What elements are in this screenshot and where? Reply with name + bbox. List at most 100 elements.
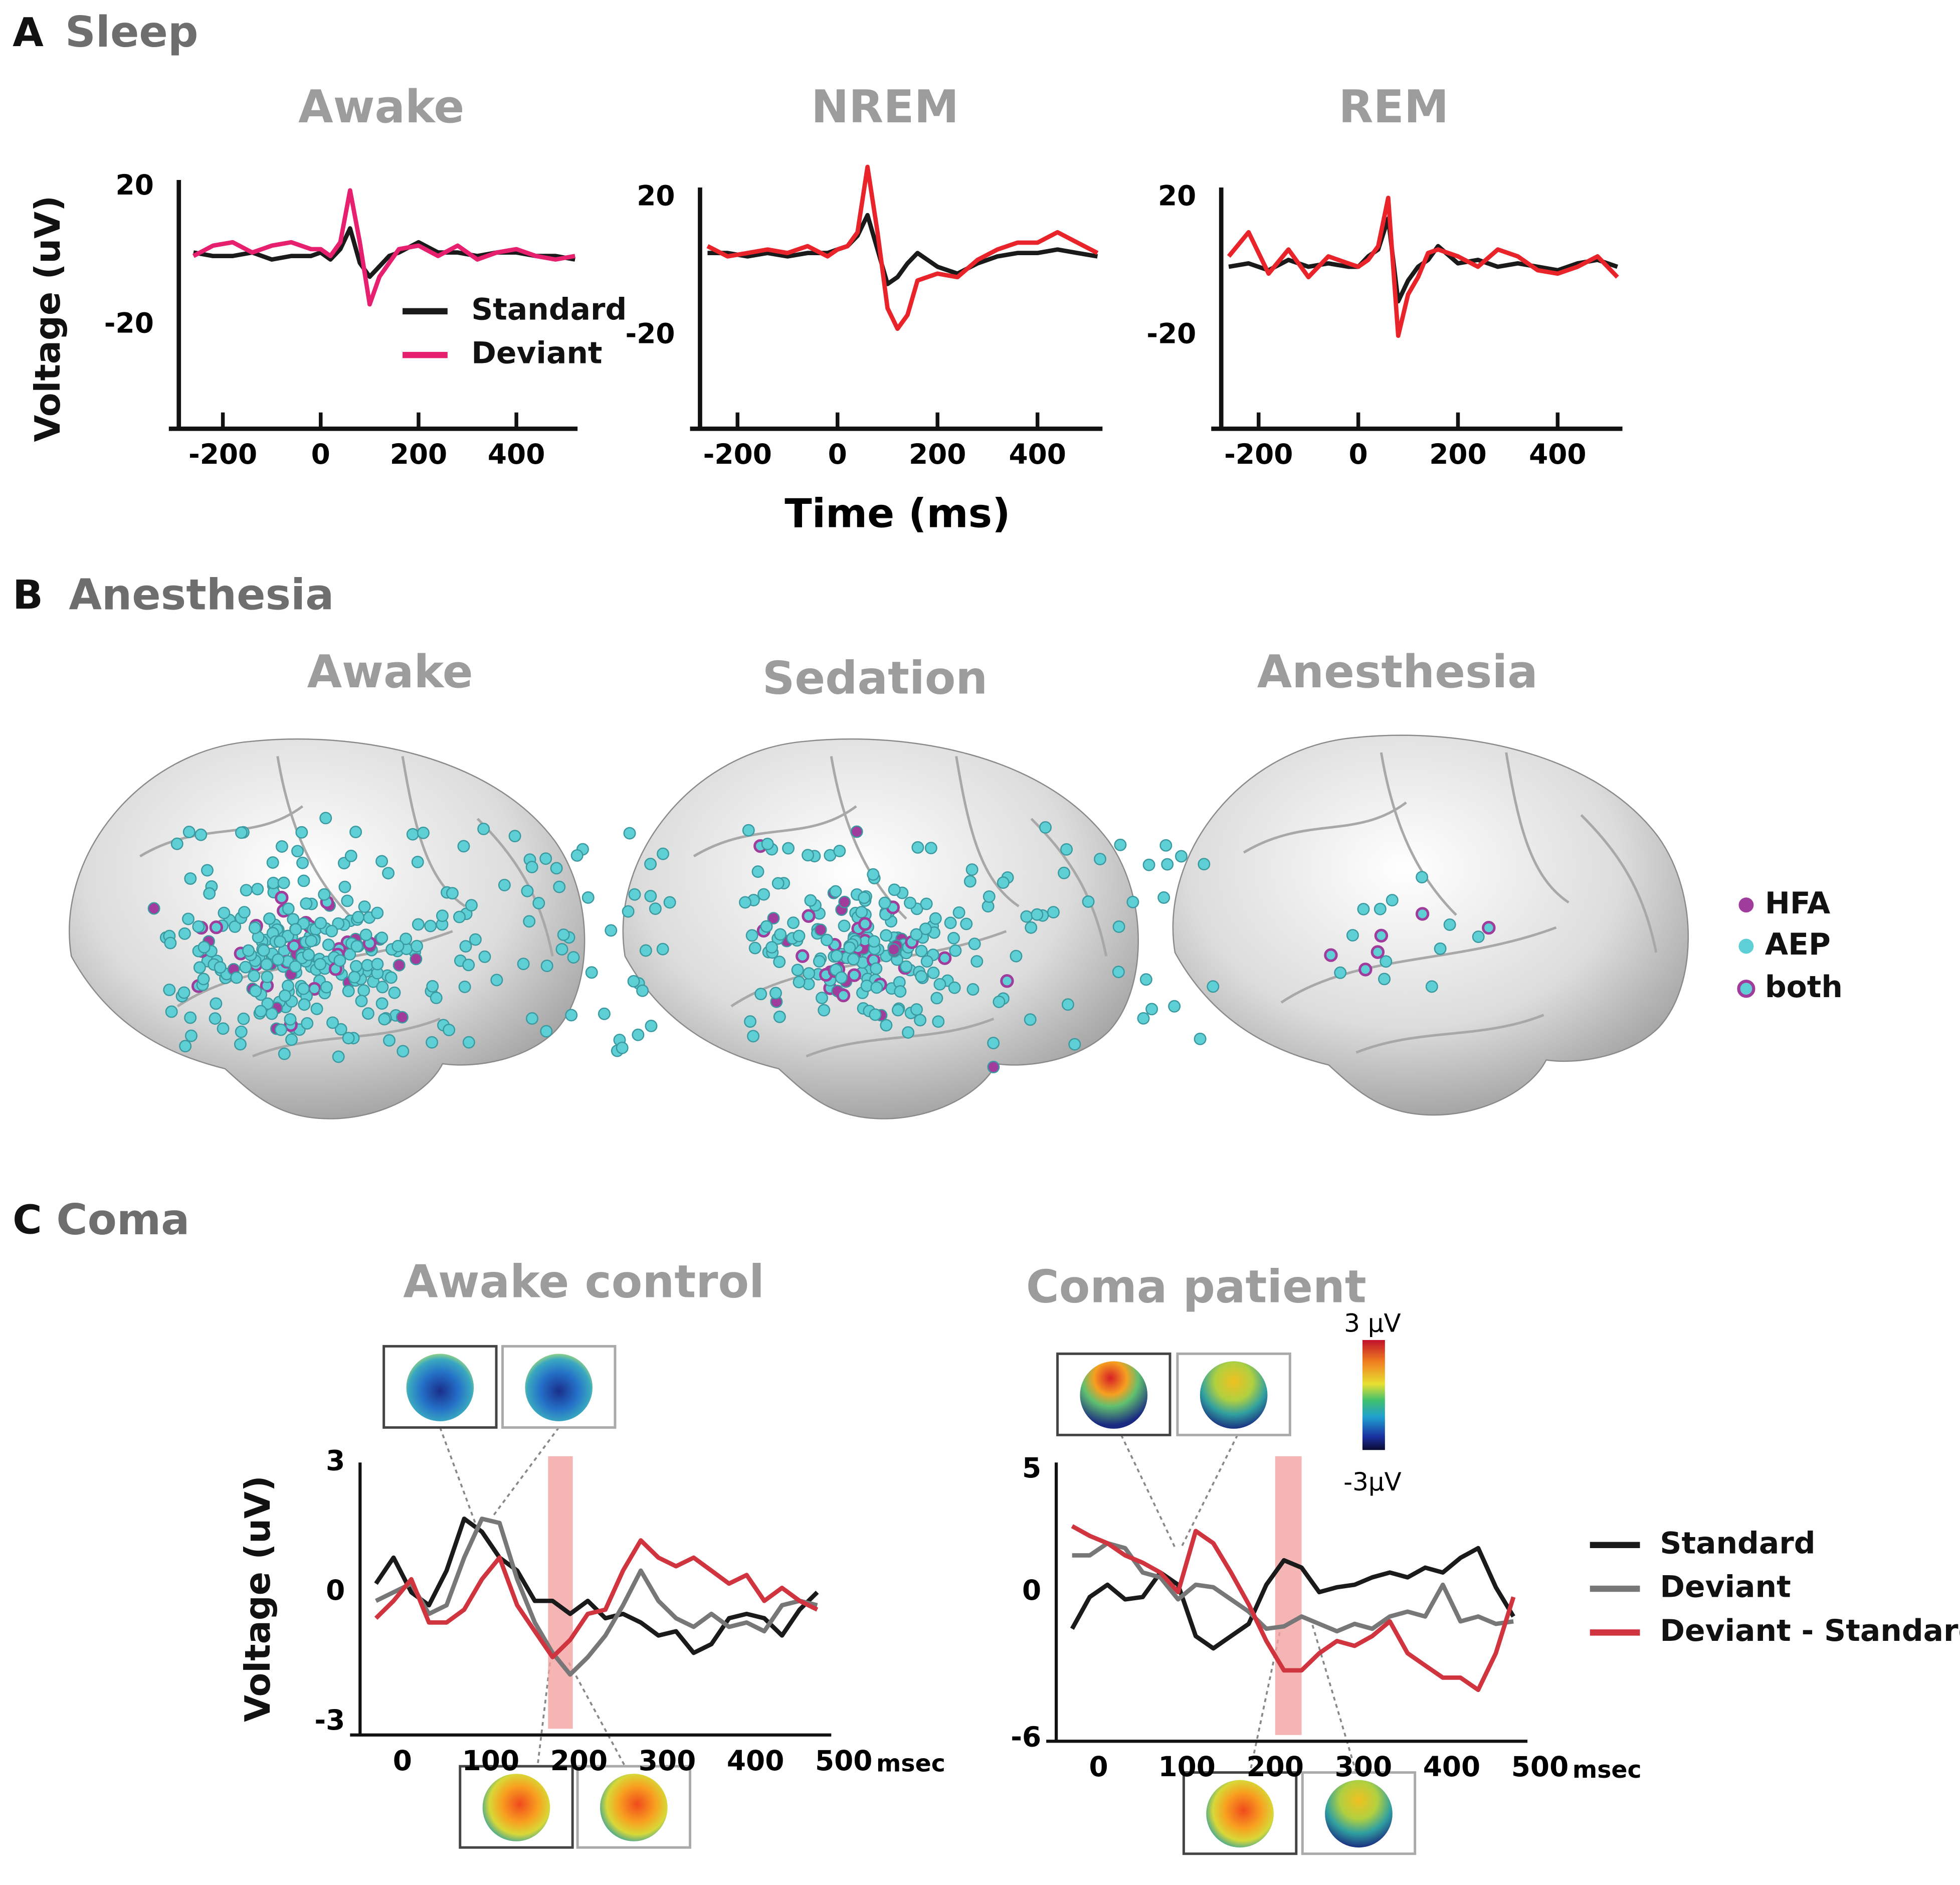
electrode [182, 912, 194, 925]
electrode [193, 961, 206, 974]
electrode [1374, 902, 1387, 915]
x-tick-label: 400 [727, 1745, 784, 1777]
electrode [477, 822, 490, 835]
electrode [240, 884, 253, 897]
electrode [1058, 866, 1071, 879]
electrode [254, 1005, 267, 1018]
electrode [1386, 894, 1399, 907]
x-axis-label: Time (ms) [785, 490, 1010, 537]
electrode [927, 967, 940, 979]
legend-label: Standard [471, 292, 627, 327]
electrode [1114, 838, 1127, 851]
electrode [813, 955, 826, 968]
x-tick-label: 0 [828, 438, 847, 470]
electrode [289, 923, 302, 936]
electrode [192, 920, 205, 933]
electrode [947, 931, 960, 945]
electrode [952, 906, 965, 919]
electrode [1061, 998, 1074, 1011]
electrode [310, 1002, 323, 1015]
electrode [235, 1025, 248, 1038]
electrode [987, 1060, 1000, 1073]
electrode [165, 1005, 178, 1018]
chart: Awake -200 0 200 400 -20 20 Standard Deviant [104, 81, 627, 470]
electrode [297, 982, 310, 995]
electrode [657, 847, 670, 860]
legend-label: AEP [1765, 927, 1831, 962]
electrode [553, 880, 566, 893]
electrode [411, 939, 423, 953]
y-tick-label: -20 [1146, 318, 1196, 350]
x-tick-label: 300 [1335, 1751, 1392, 1783]
panel-title: Anesthesia [69, 570, 334, 619]
electrode [1082, 895, 1095, 908]
series-line [375, 1517, 818, 1677]
electrode [526, 1012, 538, 1025]
electrode [261, 971, 274, 984]
electrode [1443, 918, 1456, 931]
electrode [814, 923, 827, 936]
electrode [968, 937, 981, 951]
electrode [334, 1023, 347, 1036]
charts: Awake-200 0 200 400-2020StandardDeviantNREM… [104, 81, 1960, 1784]
electrode [803, 967, 816, 980]
electrode [960, 917, 973, 930]
chart-title: Awake control [403, 1256, 764, 1308]
electrode [184, 1029, 198, 1042]
electrode [892, 1004, 904, 1017]
electrode [1139, 973, 1152, 986]
electrode [920, 897, 933, 910]
electrode [338, 880, 351, 893]
x-tick-label: 200 [1429, 438, 1486, 470]
electrode [217, 1022, 230, 1035]
y-tick-label: 3 [326, 1444, 345, 1476]
y-tick-label: -20 [104, 307, 154, 339]
electrode [930, 992, 943, 1005]
x-tick-label: 500 [1511, 1751, 1569, 1783]
electrode [627, 975, 640, 988]
electrode [847, 953, 860, 966]
electrode [209, 920, 224, 934]
electrode [910, 1003, 923, 1016]
electrode [184, 872, 197, 885]
topomap [1080, 1361, 1148, 1429]
electrode [508, 830, 521, 843]
electrode [850, 825, 863, 838]
electrode [1047, 906, 1060, 919]
topomaps [382, 1340, 1417, 1855]
electrode [887, 943, 900, 956]
electrode [218, 906, 231, 919]
electrode [616, 1041, 629, 1054]
electrode [910, 928, 923, 941]
electrode [352, 910, 365, 923]
electrode [242, 944, 255, 957]
x-tick-label: 400 [1009, 438, 1066, 470]
panel-title: Sleep [65, 7, 199, 57]
series-line [374, 1538, 819, 1659]
electrode [838, 895, 851, 908]
electrode [1207, 980, 1220, 993]
electrode [163, 983, 176, 996]
electrode [870, 981, 883, 994]
electrode [765, 941, 778, 954]
electrode [623, 827, 636, 840]
electrode [540, 960, 553, 973]
topomap [1325, 1780, 1393, 1848]
electrode [771, 877, 785, 890]
x-tick-label: -200 [188, 438, 257, 470]
electrode [1194, 1032, 1207, 1045]
x-tick-label: 100 [462, 1745, 519, 1777]
electrode [924, 842, 937, 855]
x-tick-label: 0 [311, 438, 330, 470]
electrode [902, 1026, 915, 1039]
electrode [300, 897, 313, 910]
electrode [532, 897, 545, 909]
electrode [644, 857, 657, 870]
highlight-window [548, 1456, 573, 1729]
electrode [237, 1012, 250, 1025]
electrode [314, 916, 327, 929]
electrode [802, 849, 815, 862]
electrode [284, 1013, 297, 1026]
topomap [406, 1354, 474, 1421]
electrode [557, 928, 570, 941]
